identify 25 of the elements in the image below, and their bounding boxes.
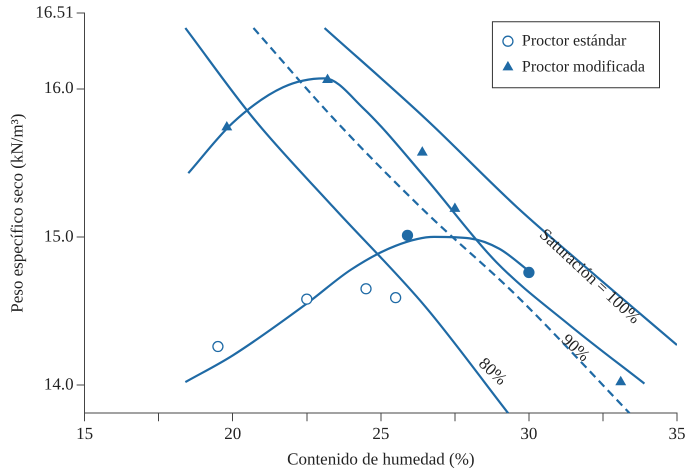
x-axis-title: Contenido de humedad (%): [287, 449, 475, 468]
point: [402, 230, 414, 242]
x-tick-label: 15: [76, 424, 94, 443]
x-tick-label: 20: [224, 424, 242, 443]
x-tick-label: 35: [668, 424, 686, 443]
legend-label: Proctor modificada: [522, 58, 646, 76]
y-tick-label: 14.0: [44, 374, 74, 394]
point: [390, 292, 402, 304]
point: [523, 266, 535, 278]
legend-label: Proctor estándar: [522, 32, 628, 50]
y-tick-label: 15.0: [44, 226, 74, 246]
annotation: 90%: [558, 330, 594, 366]
point: [417, 146, 428, 156]
point: [212, 340, 224, 352]
y-tick-label: 16.51: [35, 2, 74, 22]
x-tick-label: 25: [372, 424, 390, 443]
x-tick-label: 30: [520, 424, 538, 443]
point: [360, 283, 372, 294]
point: [301, 293, 312, 305]
y-axis-title: Peso específico seco (kN/m³): [8, 114, 27, 313]
annotation: 80%: [475, 354, 511, 389]
point: [322, 74, 332, 84]
point: [450, 203, 460, 212]
point: [222, 122, 232, 130]
y-tick-label: 16.0: [44, 78, 74, 98]
